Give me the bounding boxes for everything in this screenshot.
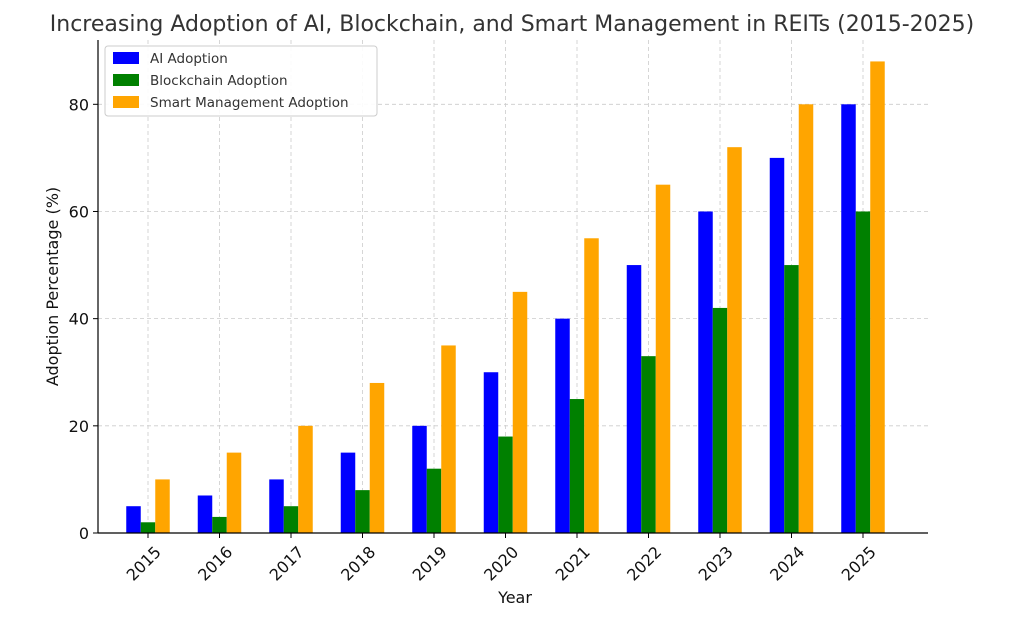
x-tick-label: 2023 bbox=[695, 542, 737, 584]
bar-smart-management-adoption bbox=[512, 291, 528, 533]
legend-label: Smart Management Adoption bbox=[150, 95, 349, 111]
bar-ai-adoption bbox=[340, 452, 356, 533]
y-axis-label: Adoption Percentage (%) bbox=[43, 187, 62, 386]
bar-blockchain-adoption bbox=[784, 265, 799, 533]
bar-blockchain-adoption bbox=[855, 211, 871, 533]
bar-ai-adoption bbox=[698, 211, 713, 533]
bar-blockchain-adoption bbox=[498, 436, 513, 533]
bar-smart-management-adoption bbox=[226, 452, 242, 533]
bar-ai-adoption bbox=[483, 372, 499, 533]
bar-ai-adoption bbox=[769, 157, 785, 534]
bar-blockchain-adoption bbox=[569, 399, 585, 533]
bar-smart-management-adoption bbox=[441, 345, 456, 533]
bar-smart-management-adoption bbox=[298, 425, 313, 533]
bar-ai-adoption bbox=[126, 506, 141, 533]
bar-blockchain-adoption bbox=[641, 356, 656, 533]
bar-ai-adoption bbox=[197, 495, 213, 533]
bar-blockchain-adoption bbox=[426, 468, 442, 533]
y-tick-label: 80 bbox=[69, 95, 89, 114]
legend-swatch bbox=[113, 96, 139, 108]
bar-blockchain-adoption bbox=[140, 522, 156, 533]
y-ticks: 0 20 40 60 80 bbox=[69, 95, 98, 543]
x-tick-label: 2015 bbox=[123, 542, 165, 584]
x-tick-label: 2020 bbox=[480, 542, 522, 584]
y-tick-label: 60 bbox=[69, 202, 89, 221]
x-axis-label: Year bbox=[497, 588, 532, 607]
legend: AI Adoption Blockchain Adoption Smart Mana… bbox=[104, 45, 378, 117]
x-tick-label: 2022 bbox=[623, 542, 665, 584]
bar-smart-management-adoption bbox=[155, 479, 170, 533]
bar-smart-management-adoption bbox=[798, 104, 814, 533]
bar-ai-adoption bbox=[841, 104, 856, 533]
x-tick-label: 2021 bbox=[552, 542, 594, 584]
bar-smart-management-adoption bbox=[584, 238, 599, 534]
y-tick-label: 20 bbox=[69, 417, 89, 436]
bar-blockchain-adoption bbox=[355, 490, 370, 533]
bar-ai-adoption bbox=[555, 318, 570, 533]
y-tick-label: 40 bbox=[69, 310, 89, 329]
bar-smart-management-adoption bbox=[727, 147, 742, 533]
bar-ai-adoption bbox=[626, 265, 642, 533]
bars bbox=[126, 61, 885, 534]
x-ticks: 2015 2016 2017 2018 2019 2020 2021 2022 2023 2024… bbox=[123, 533, 880, 585]
legend-label: Blockchain Adoption bbox=[150, 73, 288, 89]
legend-swatch bbox=[113, 52, 139, 64]
bar-smart-management-adoption bbox=[369, 382, 385, 533]
bar-smart-management-adoption bbox=[655, 184, 671, 533]
chart-title: Increasing Adoption of AI, Blockchain, a… bbox=[50, 12, 974, 37]
x-tick-label: 2016 bbox=[194, 542, 236, 584]
bar-blockchain-adoption bbox=[712, 307, 728, 533]
x-tick-label: 2017 bbox=[266, 542, 308, 584]
bar-smart-management-adoption bbox=[870, 61, 885, 533]
x-tick-label: 2019 bbox=[409, 542, 451, 584]
legend-frame bbox=[104, 45, 378, 117]
bar-ai-adoption bbox=[412, 425, 427, 533]
bar-blockchain-adoption bbox=[283, 506, 299, 533]
x-tick-label: 2024 bbox=[766, 542, 808, 584]
legend-swatch bbox=[113, 74, 139, 86]
x-tick-label: 2025 bbox=[838, 542, 880, 584]
bar-blockchain-adoption bbox=[212, 516, 227, 533]
y-tick-label: 0 bbox=[79, 524, 89, 543]
legend-label: AI Adoption bbox=[150, 51, 228, 67]
bar-ai-adoption bbox=[269, 479, 284, 533]
x-tick-label: 2018 bbox=[337, 542, 379, 584]
